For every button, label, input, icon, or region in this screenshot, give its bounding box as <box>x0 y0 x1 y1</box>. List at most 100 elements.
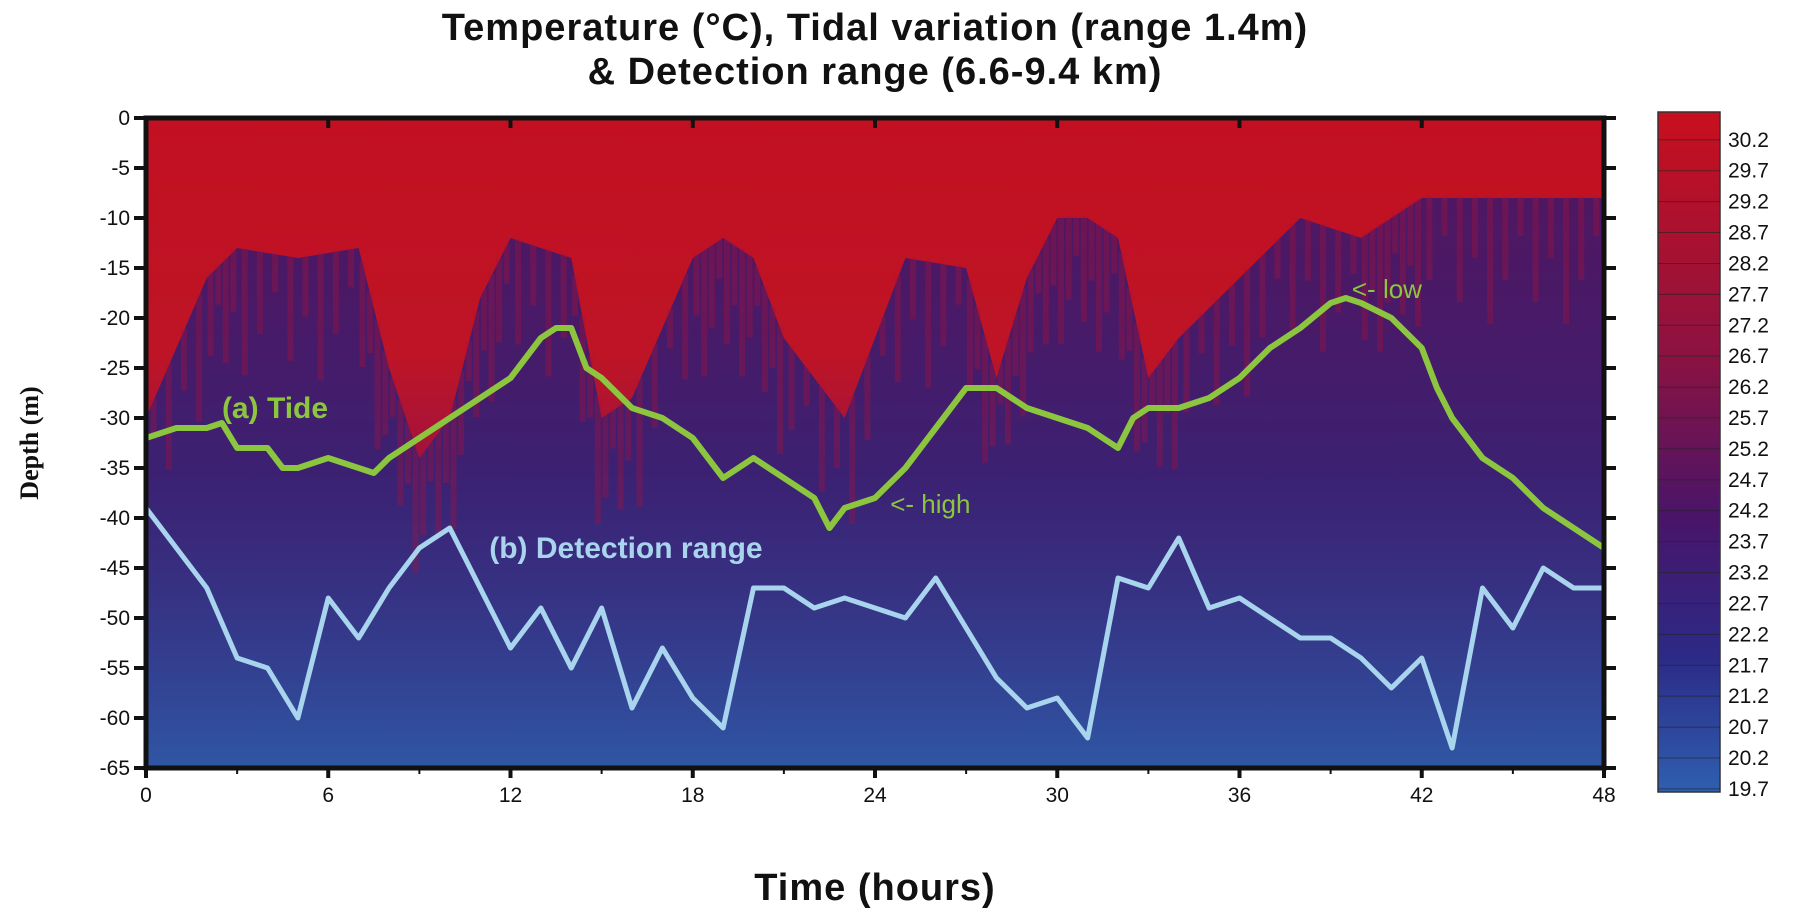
y-tick-label: -50 <box>100 607 130 630</box>
colorbar-tick-label: 25.2 <box>1728 438 1769 461</box>
thermal-streak <box>666 308 673 349</box>
thermal-streak <box>1198 313 1205 354</box>
thermal-streak <box>404 422 411 485</box>
thermal-streak <box>530 243 537 306</box>
thermal-streak <box>450 401 457 529</box>
thermal-streak <box>230 249 237 312</box>
warm-surface-layer <box>146 118 1604 458</box>
x-tick-label: 36 <box>1228 784 1251 807</box>
thermal-streak <box>1350 233 1357 274</box>
thermal-streak <box>241 247 248 376</box>
thermal-streak <box>412 444 419 573</box>
thermal-streak <box>165 363 172 470</box>
y-tick-label: -65 <box>100 757 130 780</box>
thermal-streak <box>1080 216 1087 322</box>
thermal-streak <box>207 272 214 357</box>
thermal-streak <box>150 398 157 439</box>
thermal-streak <box>1213 298 1220 405</box>
thermal-streak <box>803 366 810 406</box>
x-tick-label: 0 <box>140 784 152 807</box>
thermal-streak <box>1133 323 1140 452</box>
thermal-streak <box>997 363 1004 404</box>
thermal-streak <box>1126 288 1133 351</box>
thermal-streak <box>367 291 374 353</box>
colorbar-tick-label: 28.7 <box>1728 222 1769 245</box>
thermal-streak <box>849 396 856 524</box>
colorbar-tick-label: 19.7 <box>1728 778 1769 801</box>
thermal-streak <box>196 293 203 422</box>
colorbar-tick-label: 22.2 <box>1728 623 1769 646</box>
thermal-streak <box>374 321 381 449</box>
thermal-streak <box>572 276 579 316</box>
thermal-streak <box>420 451 427 535</box>
y-tick-label: -55 <box>100 657 130 680</box>
chart-title-line1: Temperature (°C), Tidal variation (range… <box>442 7 1308 49</box>
colorbar-tick-label: 25.7 <box>1728 407 1769 430</box>
y-tick-label: -5 <box>111 157 130 180</box>
thermal-streak <box>1578 196 1585 280</box>
thermal-streak <box>818 386 825 492</box>
thermal-streak <box>894 276 901 382</box>
colorbar-tick-label: 30.2 <box>1728 129 1769 152</box>
detection-range-series-line <box>146 506 1604 751</box>
y-tick-label: -25 <box>100 357 130 380</box>
thermal-streak <box>1118 253 1125 360</box>
thermal-streak <box>834 406 841 468</box>
thermal-streak <box>761 286 768 392</box>
thermal-streak <box>1149 371 1156 411</box>
thermal-streak <box>496 258 503 343</box>
x-tick-label: 30 <box>1046 784 1069 807</box>
thermal-streak <box>769 306 776 368</box>
thermal-streak <box>1289 223 1296 330</box>
colorbar-tick-label: 29.7 <box>1728 160 1769 183</box>
colorbar-tick-label: 20.2 <box>1728 747 1769 770</box>
thermal-streak <box>723 238 730 345</box>
x-tick-label: 42 <box>1410 784 1433 807</box>
thermal-streak <box>754 266 761 306</box>
thermal-streak <box>864 356 871 440</box>
thermal-streak <box>651 343 658 428</box>
colorbar-tick-label: 27.2 <box>1728 314 1769 337</box>
colorbar-tick-label: 20.7 <box>1728 716 1769 739</box>
y-tick-label: -35 <box>100 457 130 480</box>
thermal-streak <box>587 356 594 418</box>
x-tick-label: 24 <box>863 784 887 807</box>
x-tick-label: 18 <box>681 784 704 807</box>
thermal-streak <box>701 248 708 377</box>
thermal-streak <box>1384 218 1391 303</box>
thermal-streak <box>1111 233 1118 274</box>
thermal-streak <box>1274 238 1281 279</box>
x-axis-label: Time (hours) <box>754 867 995 909</box>
colorbar-tick-label: 29.2 <box>1728 191 1769 214</box>
thermal-streak <box>579 316 586 422</box>
thermal-streak <box>1456 196 1463 302</box>
thermal-streak <box>382 351 389 435</box>
thermal-streak <box>1183 328 1190 413</box>
thermal-streak <box>731 243 738 306</box>
colorbar-tick-label: 21.2 <box>1728 685 1769 708</box>
colorbar-tick-label: 24.7 <box>1728 469 1769 492</box>
thermal-streak <box>1065 216 1072 300</box>
y-tick-label: -30 <box>100 407 130 430</box>
thermal-streak <box>708 243 715 328</box>
thermal-streak <box>287 254 294 361</box>
colorbar-tick-label: 23.2 <box>1728 562 1769 585</box>
thermal-streak <box>966 279 973 386</box>
thermal-streaks <box>150 196 1600 573</box>
thermal-streak <box>1407 203 1414 266</box>
thermal-streak <box>1547 196 1554 258</box>
colorbar-tick-label: 23.7 <box>1728 531 1769 554</box>
thermal-streak <box>1004 338 1011 445</box>
thermal-streak <box>1012 313 1019 376</box>
thermal-streak <box>1050 223 1057 286</box>
thermal-streak <box>1563 196 1570 324</box>
thermal-streak <box>982 334 989 463</box>
y-axis-ticks: 0 -5 -10 -15 -20 -25 -30 -35 -40 -45 -50 -55 -60 -65 <box>100 107 1616 780</box>
y-tick-label: -60 <box>100 707 130 730</box>
colorbar-gradient <box>1657 111 1721 793</box>
thermal-streak <box>610 408 617 449</box>
thermal-streak <box>488 273 495 402</box>
heatmap-plot-area <box>146 118 1604 768</box>
thermal-streak <box>1259 253 1266 338</box>
